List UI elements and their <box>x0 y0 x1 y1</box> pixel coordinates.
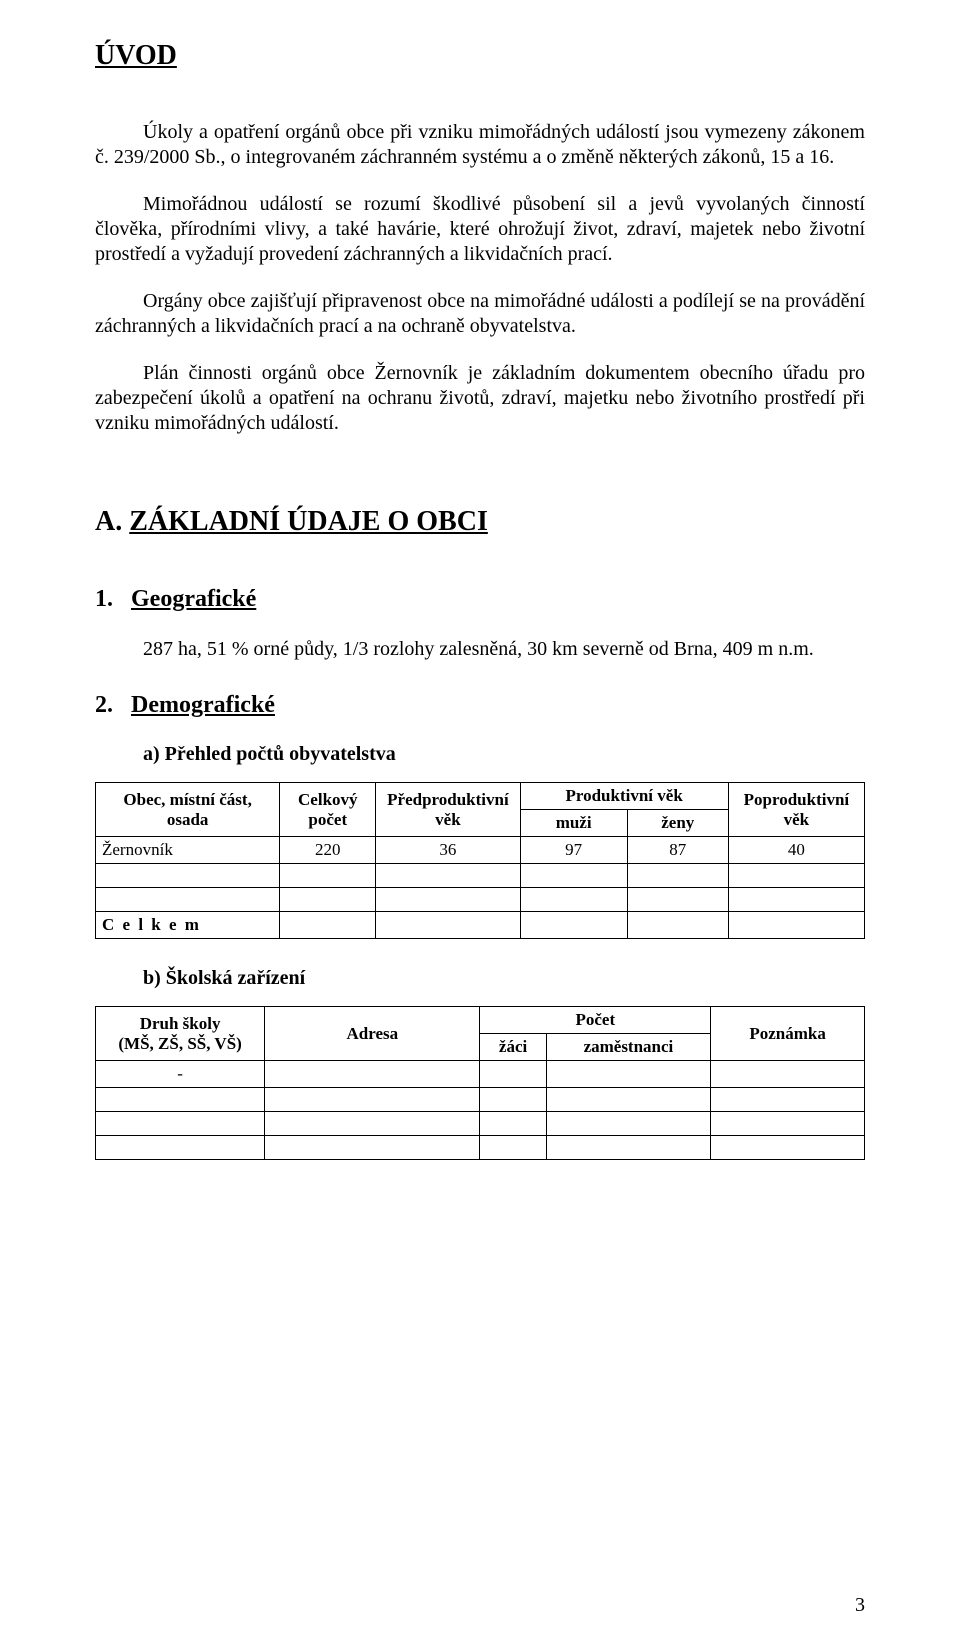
t2-h-col4: Poznámka <box>711 1007 865 1061</box>
table-row: - <box>96 1061 865 1088</box>
section-a-prefix: A. <box>95 506 129 537</box>
table-row <box>96 864 865 888</box>
demo-sub-b-label: b) Školská zařízení <box>143 967 865 990</box>
page-title: ÚVOD <box>95 40 865 72</box>
intro-paragraph-3: Orgány obce zajišťují připravenost obce … <box>95 289 865 339</box>
table-row-total: C e l k e m <box>96 912 865 939</box>
t2-h-col1-l2: (MŠ, ZŠ, SŠ, VŠ) <box>118 1034 241 1053</box>
t2-h-col3-top: Počet <box>480 1007 711 1034</box>
section-a-heading: A. ZÁKLADNÍ ÚDAJE O OBCI <box>95 506 865 538</box>
page-number: 3 <box>855 1594 865 1617</box>
demo-sub-a-label: a) Přehled počtů obyvatelstva <box>143 743 865 766</box>
geo-text: 287 ha, 51 % orné půdy, 1/3 rozlohy zale… <box>143 637 865 662</box>
intro-paragraph-2: Mimořádnou událostí se rozumí škodlivé p… <box>95 192 865 267</box>
schools-table: Druh školy(MŠ, ZŠ, SŠ, VŠ) Adresa Počet … <box>95 1006 865 1160</box>
t1-r1-total: 220 <box>280 837 376 864</box>
table-row <box>96 888 865 912</box>
t2-r1-dash: - <box>96 1061 265 1088</box>
t1-h-col3-l1: Předproduktivní <box>387 790 509 809</box>
geo-prefix: 1. <box>95 586 113 612</box>
table-row <box>96 1088 865 1112</box>
t1-h-col4b: ženy <box>627 810 728 837</box>
t1-r1-name: Žernovník <box>96 837 280 864</box>
population-table: Obec, místní část,osada Celkovýpočet Pře… <box>95 782 865 939</box>
t1-h-col2-l2: počet <box>308 810 347 829</box>
demo-title: Demografické <box>131 692 275 718</box>
t1-h-col4-top: Produktivní věk <box>520 783 728 810</box>
t2-h-col3a: žáci <box>480 1034 546 1061</box>
t1-h-col3-l2: věk <box>435 810 461 829</box>
intro-paragraph-1: Úkoly a opatření orgánů obce při vzniku … <box>95 120 865 170</box>
t2-h-col2: Adresa <box>265 1007 480 1061</box>
demo-prefix: 2. <box>95 692 113 718</box>
t1-h-col5-l1: Poproduktivní <box>744 790 850 809</box>
t1-h-col5-l2: věk <box>784 810 810 829</box>
t1-r1-women: 87 <box>627 837 728 864</box>
t1-r1-post: 40 <box>728 837 864 864</box>
table-row: Žernovník 220 36 97 87 40 <box>96 837 865 864</box>
table-row <box>96 1136 865 1160</box>
t1-h-col4a: muži <box>520 810 627 837</box>
demo-heading: 2. Demografické <box>95 692 865 719</box>
t2-h-col3b: zaměstnanci <box>546 1034 711 1061</box>
t1-h-col2-l1: Celkový <box>298 790 358 809</box>
t2-h-col1-l1: Druh školy <box>140 1014 221 1033</box>
t1-total-label: C e l k e m <box>102 915 201 934</box>
table-row <box>96 1112 865 1136</box>
t1-r1-pre: 36 <box>376 837 520 864</box>
t1-h-col1-l1: Obec, místní část, <box>123 790 251 809</box>
document-page: ÚVOD Úkoly a opatření orgánů obce při vz… <box>0 0 960 1639</box>
t1-h-col1-l2: osada <box>167 810 209 829</box>
geo-title: Geografické <box>131 586 256 612</box>
intro-paragraph-4: Plán činnosti orgánů obce Žernovník je z… <box>95 361 865 436</box>
t1-r1-men: 97 <box>520 837 627 864</box>
geo-heading: 1. Geografické <box>95 586 865 613</box>
section-a-title: ZÁKLADNÍ ÚDAJE O OBCI <box>129 506 488 537</box>
